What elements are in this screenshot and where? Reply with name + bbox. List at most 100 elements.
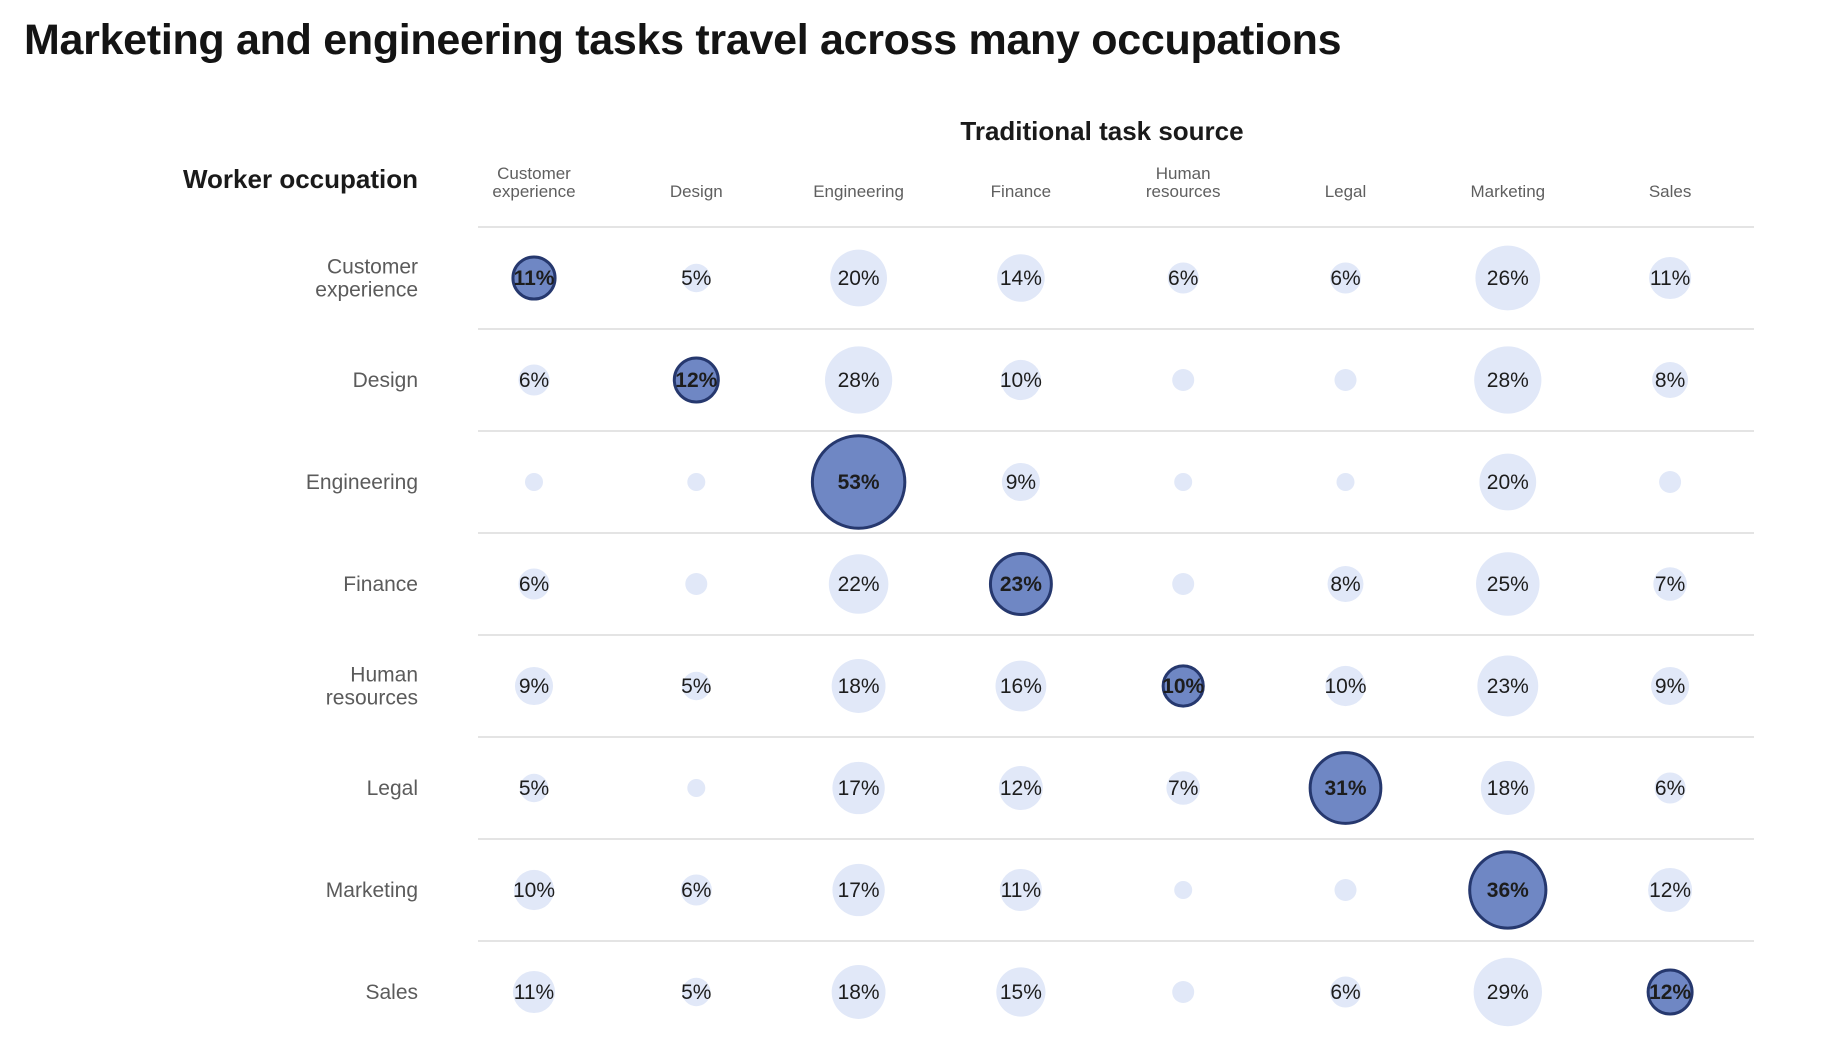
bubble <box>682 263 711 293</box>
bubble <box>1334 369 1357 391</box>
bubble <box>1172 981 1195 1003</box>
bubble <box>525 473 543 491</box>
bubble-diagonal <box>810 434 907 530</box>
bubble-label: 9% <box>1006 471 1036 494</box>
bubble <box>1327 566 1364 602</box>
bubble-label: 11% <box>1001 879 1041 902</box>
bubble <box>682 977 711 1007</box>
column-label: Customer experience <box>492 164 575 201</box>
bubble-label: 10% <box>513 879 555 902</box>
row-label: Human resources <box>326 664 418 710</box>
bubble-label: 6% <box>1168 267 1198 290</box>
column-labels: Customer experience Design Engineering Finan… <box>492 164 1691 201</box>
bubble-diagonal <box>511 255 557 301</box>
bubble-label: 11% <box>514 267 555 290</box>
bubble <box>1652 362 1689 398</box>
bubble <box>682 671 711 701</box>
bubble-label: 17% <box>838 879 880 902</box>
row-label: Marketing <box>326 879 418 902</box>
bubble <box>1336 473 1355 491</box>
bubble-label: 12% <box>1000 777 1042 800</box>
bubble <box>687 779 706 797</box>
bubble <box>830 249 887 307</box>
bubble <box>513 869 555 911</box>
bubble <box>999 868 1042 912</box>
bubble <box>1654 772 1686 804</box>
bubble <box>1651 666 1690 706</box>
bubble-label: 11% <box>1650 267 1690 290</box>
bubble <box>1329 976 1362 1008</box>
bubble-label: 7% <box>1168 777 1198 800</box>
bubble <box>1325 665 1366 707</box>
bubble-label: 9% <box>519 675 549 698</box>
bubble <box>1653 567 1687 601</box>
bubble-label: 14% <box>1000 267 1042 290</box>
bubble-label: 8% <box>1655 369 1685 392</box>
bubble <box>518 364 550 396</box>
bubble <box>1172 573 1195 595</box>
bubble-label: 22% <box>838 573 880 596</box>
bubble <box>1477 655 1539 717</box>
y-axis-title: Worker occupation <box>183 164 418 194</box>
bubble <box>514 666 554 706</box>
column-label: Sales <box>1649 182 1692 201</box>
row-label: Engineering <box>306 471 418 494</box>
bubble <box>1476 552 1540 616</box>
bubble-label: 31% <box>1324 777 1366 800</box>
column-label: Human resources <box>1146 164 1221 201</box>
bubble <box>518 568 550 600</box>
row-label: Customer experience <box>315 256 418 302</box>
bubble-label: 36% <box>1487 879 1529 902</box>
bubble <box>685 573 708 595</box>
bubble-label: 7% <box>1655 573 1685 596</box>
bubble-label: 6% <box>1330 981 1360 1004</box>
column-label: Design <box>670 182 723 201</box>
bubble <box>512 970 556 1014</box>
bubble-label: 18% <box>838 675 880 698</box>
bubble-label: 11% <box>514 981 554 1004</box>
bubble-label: 8% <box>1330 573 1360 596</box>
bubble <box>1659 471 1682 493</box>
bubble <box>995 660 1047 712</box>
bubble-label: 10% <box>1000 369 1042 392</box>
bubble <box>1473 957 1542 1027</box>
bubble-label: 6% <box>1655 777 1685 800</box>
row-gridlines <box>478 226 1754 942</box>
bubble <box>1174 881 1193 899</box>
bubble-diagonal <box>1468 850 1548 930</box>
row-labels: Customer experience Design Engineering Finan… <box>306 256 418 1005</box>
bubble-diagonal <box>1308 751 1383 825</box>
bubble-diagonal <box>672 356 720 404</box>
bubble-label: 29% <box>1487 981 1529 1004</box>
bubble <box>1167 262 1199 294</box>
bubble <box>1648 868 1693 912</box>
bubble <box>832 863 885 917</box>
bubble <box>997 254 1045 302</box>
bubble <box>1480 761 1535 815</box>
bubble-label: 12% <box>675 369 717 392</box>
column-label: Marketing <box>1470 182 1545 201</box>
bubble <box>1000 359 1041 401</box>
bubble-label: 26% <box>1487 267 1529 290</box>
row-label: Sales <box>365 981 418 1004</box>
chart-title: Marketing and engineering tasks travel a… <box>24 16 1342 64</box>
bubble <box>1001 462 1040 502</box>
bubble-label: 28% <box>838 369 880 392</box>
bubble <box>1475 245 1541 311</box>
bubble <box>1329 262 1362 294</box>
bubble-label: 6% <box>681 879 711 902</box>
bubble <box>828 554 889 614</box>
bubble-label: 18% <box>838 981 880 1004</box>
column-label: Finance <box>991 182 1051 201</box>
bubble <box>996 967 1046 1017</box>
bubble <box>832 761 885 815</box>
bubble <box>1166 771 1201 805</box>
bubble-label: 20% <box>838 267 880 290</box>
bubble-label: 5% <box>681 675 711 698</box>
bubble-label: 10% <box>1324 675 1366 698</box>
bubble <box>824 346 893 414</box>
bubble-label: 9% <box>1655 675 1685 698</box>
bubble-label: 25% <box>1487 573 1529 596</box>
bubble <box>519 773 549 803</box>
